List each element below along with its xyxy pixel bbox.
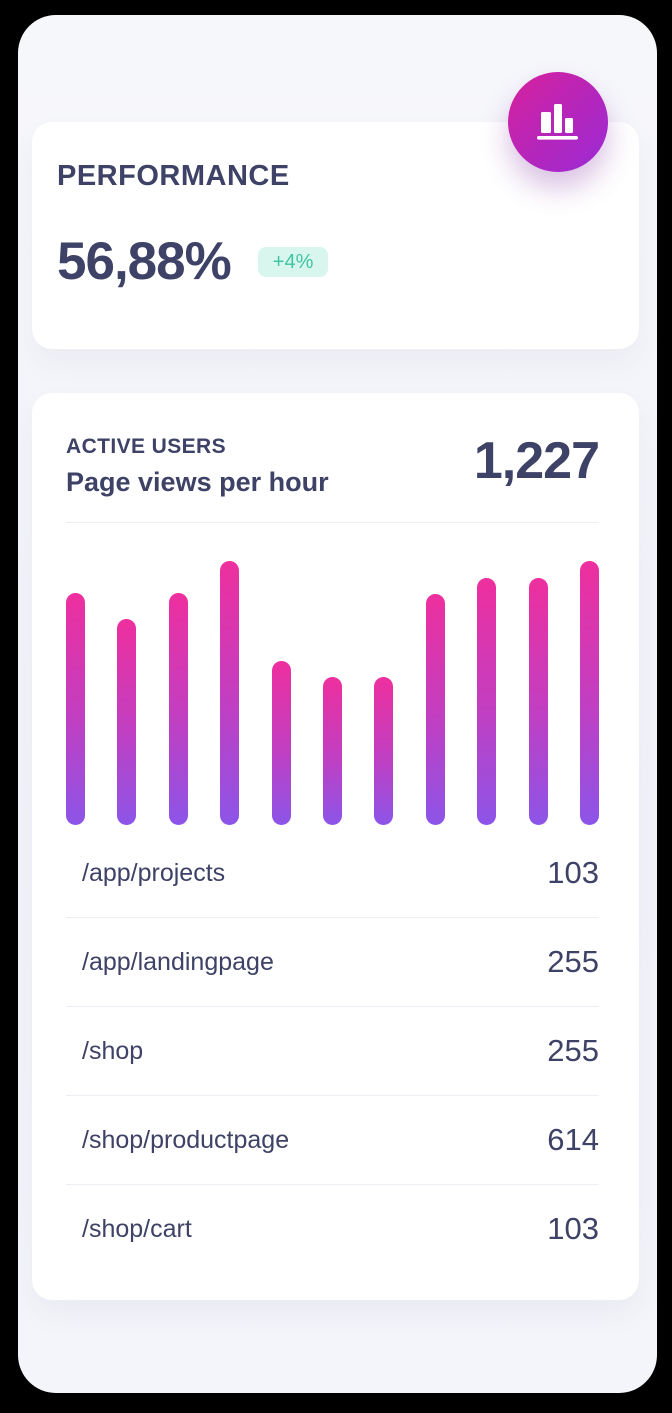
page-views-count: 255	[547, 1033, 599, 1068]
active-users-card: ACTIVE USERS Page views per hour 1,227 /…	[32, 393, 639, 1300]
list-item-shop[interactable]: /shop 255	[66, 1006, 599, 1095]
chart-bar-2	[117, 619, 137, 825]
page-path: /shop/productpage	[82, 1125, 290, 1154]
phone-screen: PERFORMANCE 56,88% +4% ACTIVE USERS Page…	[18, 15, 657, 1393]
page-path: /shop/cart	[82, 1214, 192, 1243]
chart-bar-10	[528, 578, 548, 825]
active-users-total: 1,227	[473, 432, 600, 490]
page-views-count: 614	[547, 1122, 599, 1157]
chart-bar-9	[477, 578, 497, 825]
list-item-app-landingpage[interactable]: /app/landingpage 255	[66, 917, 599, 1006]
header-divider	[66, 522, 599, 523]
performance-title: PERFORMANCE	[57, 160, 290, 192]
chart-bar-11	[579, 561, 599, 825]
active-users-header: ACTIVE USERS Page views per hour 1,227	[66, 432, 600, 498]
page-views-subtitle: Page views per hour	[66, 467, 329, 497]
bar-chart-icon	[537, 103, 579, 141]
page-views-count: 103	[547, 1211, 599, 1246]
page-views-count: 255	[547, 944, 599, 979]
chart-fab-button[interactable]	[508, 72, 608, 172]
page-path: /app/projects	[82, 858, 226, 887]
chart-bar-6	[322, 677, 342, 825]
page-views-bar-chart	[66, 561, 599, 825]
chart-bar-4	[220, 561, 240, 825]
list-item-shop-productpage[interactable]: /shop/productpage 614	[66, 1095, 599, 1184]
page-path: /shop	[82, 1036, 144, 1065]
chart-bar-1	[66, 593, 85, 825]
list-item-app-projects[interactable]: /app/projects 103	[66, 829, 599, 917]
performance-value: 56,88%	[57, 232, 232, 291]
page-path: /app/landingpage	[82, 947, 274, 976]
page-views-list: /app/projects 103/app/landingpage 255/shop…	[66, 829, 599, 1273]
chart-bar-3	[168, 593, 188, 825]
chart-bar-5	[271, 661, 291, 825]
chart-bar-7	[374, 677, 394, 825]
active-users-label: ACTIVE USERS	[66, 435, 226, 458]
list-item-shop-cart[interactable]: /shop/cart 103	[66, 1184, 599, 1273]
chart-bar-8	[425, 594, 445, 825]
performance-change-badge: +4%	[257, 246, 329, 277]
page-views-count: 103	[547, 855, 599, 890]
